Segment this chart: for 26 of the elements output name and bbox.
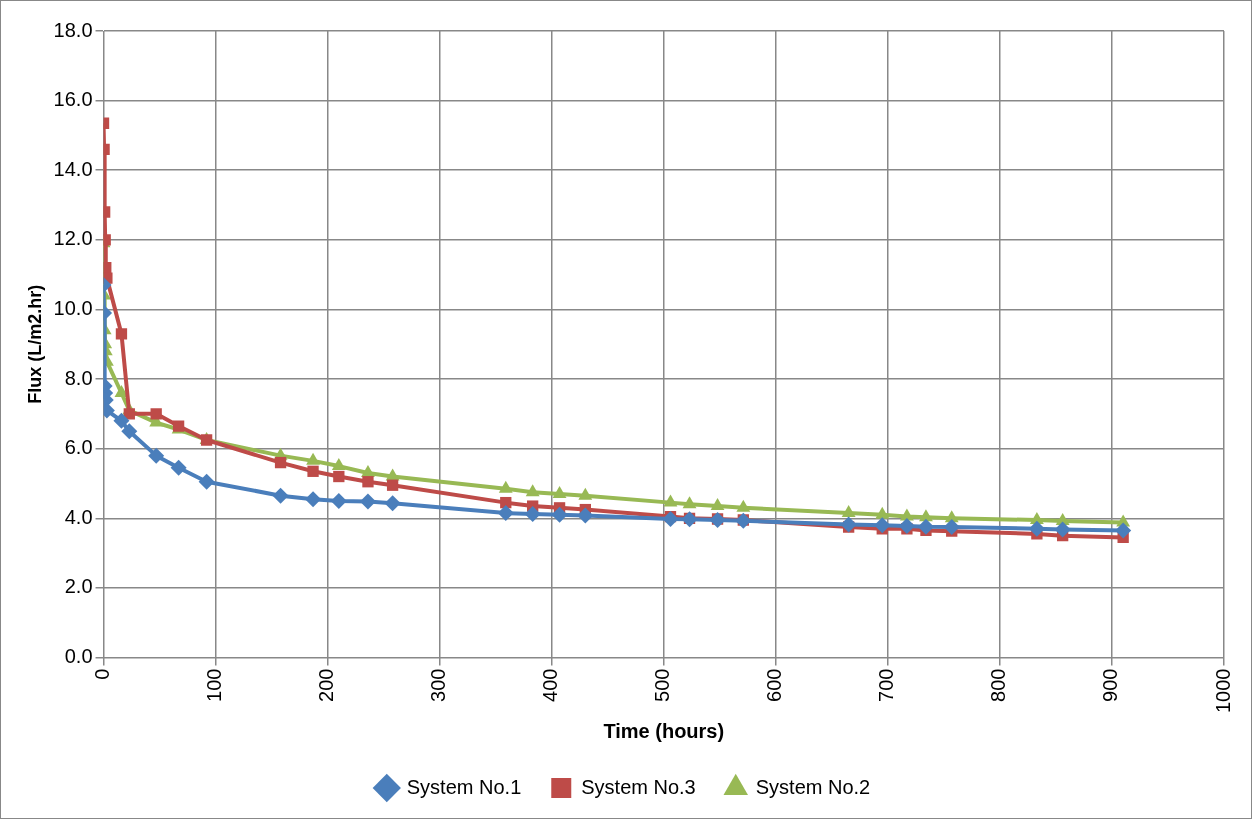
- x-tick-label: 0: [91, 668, 114, 680]
- y-tick-label: 0.0: [64, 645, 93, 668]
- x-tick-label: 100: [203, 668, 226, 702]
- y-tick-label: 2.0: [64, 575, 93, 598]
- y-tick-label: 16.0: [53, 88, 93, 111]
- legend-label: System No.1: [406, 775, 522, 798]
- x-tick-label: 400: [539, 668, 562, 702]
- y-tick-label: 18.0: [53, 18, 93, 41]
- y-axis-title: Flux (L/m2.hr): [24, 284, 45, 404]
- y-tick-label: 6.0: [64, 436, 93, 459]
- x-tick-label: 600: [763, 668, 786, 702]
- x-tick-label: 800: [987, 668, 1010, 702]
- y-tick-label: 12.0: [53, 227, 93, 250]
- y-tick-label: 14.0: [53, 157, 93, 180]
- legend-label: System No.2: [755, 775, 871, 798]
- x-tick-label: 500: [651, 668, 674, 702]
- x-tick-label: 200: [315, 668, 338, 702]
- y-tick-label: 10.0: [53, 296, 93, 319]
- y-tick-label: 4.0: [64, 505, 93, 528]
- x-tick-label: 700: [875, 668, 898, 702]
- legend-label: System No.3: [581, 775, 696, 798]
- x-tick-label: 900: [1099, 668, 1122, 702]
- x-tick-label: 300: [427, 668, 450, 702]
- y-tick-label: 8.0: [64, 366, 93, 389]
- x-tick-label: 1000: [1211, 668, 1234, 714]
- x-axis-title: Time (hours): [603, 719, 725, 742]
